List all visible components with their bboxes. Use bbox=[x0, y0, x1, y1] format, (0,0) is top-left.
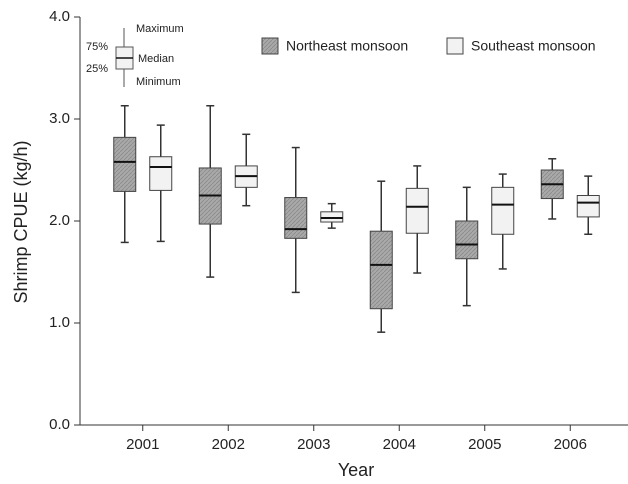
y-axis-title: Shrimp CPUE (kg/h) bbox=[11, 140, 31, 303]
box bbox=[113, 136, 137, 192]
key-label: Median bbox=[138, 53, 174, 65]
x-tick-label: 2006 bbox=[554, 436, 587, 453]
key-label: Maximum bbox=[136, 23, 184, 35]
x-tick-label: 2001 bbox=[126, 436, 159, 453]
legend-label: Northeast monsoon bbox=[286, 38, 408, 54]
x-tick-label: 2002 bbox=[212, 436, 245, 453]
box bbox=[284, 197, 308, 239]
box bbox=[405, 187, 429, 234]
box bbox=[455, 220, 479, 260]
key-label: 25% bbox=[86, 63, 108, 75]
box bbox=[576, 195, 600, 218]
x-tick-label: 2005 bbox=[468, 436, 501, 453]
legend-swatch bbox=[446, 37, 464, 55]
y-tick-label: 0.0 bbox=[49, 416, 70, 433]
box bbox=[491, 186, 515, 235]
key-label: 75% bbox=[86, 41, 108, 53]
y-tick-label: 3.0 bbox=[49, 110, 70, 127]
x-axis-title: Year bbox=[338, 460, 374, 480]
legend-label: Southeast monsoon bbox=[471, 38, 596, 54]
box bbox=[320, 211, 344, 223]
box bbox=[369, 230, 393, 310]
x-tick-label: 2003 bbox=[297, 436, 330, 453]
y-tick-label: 2.0 bbox=[49, 212, 70, 229]
y-tick-label: 1.0 bbox=[49, 314, 70, 331]
box bbox=[149, 156, 173, 191]
legend-swatch bbox=[261, 37, 279, 55]
y-tick-label: 4.0 bbox=[49, 8, 70, 25]
key-label: Minimum bbox=[136, 76, 181, 88]
x-tick-label: 2004 bbox=[383, 436, 416, 453]
